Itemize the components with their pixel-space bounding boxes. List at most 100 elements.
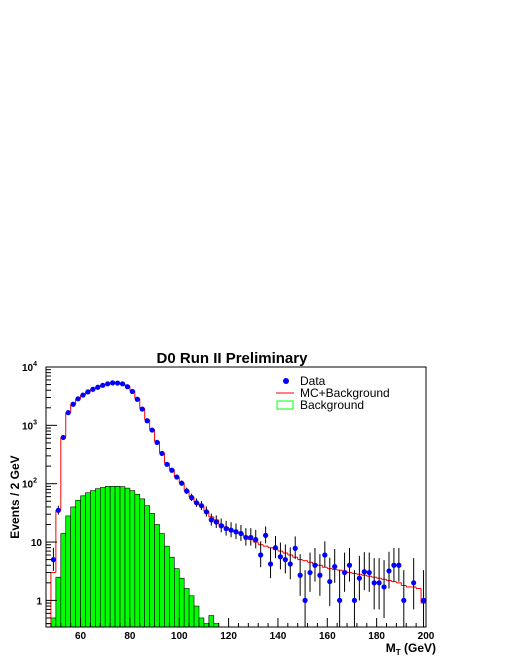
- data-point: [50, 557, 57, 563]
- data-point: [90, 386, 96, 392]
- data-point: [174, 474, 180, 480]
- background-bin: [149, 513, 155, 628]
- data-point: [282, 557, 288, 563]
- data-point: [277, 554, 284, 560]
- background-bin: [70, 506, 76, 628]
- data-point: [332, 563, 338, 570]
- background-bin: [144, 505, 150, 628]
- background-bin: [208, 615, 215, 628]
- data-point: [346, 562, 353, 568]
- data-point: [55, 507, 61, 513]
- x-tick-label: 160: [319, 631, 336, 642]
- data-point: [263, 532, 269, 538]
- background-bin: [119, 486, 126, 628]
- y-tick-exponent: 2: [33, 478, 37, 485]
- data-point: [317, 572, 323, 578]
- x-axis-label-unit: (GeV): [404, 641, 436, 655]
- data-point: [208, 517, 214, 523]
- data-point: [396, 562, 402, 568]
- data-point: [203, 509, 209, 515]
- x-axis-label-sub: T: [396, 648, 401, 657]
- background-bin: [65, 515, 71, 628]
- data-point: [267, 561, 274, 567]
- data-point: [287, 561, 293, 567]
- data-point: [184, 488, 190, 494]
- data-point: [322, 552, 328, 558]
- data-point: [233, 529, 239, 535]
- data-point: [312, 562, 318, 568]
- data-point: [213, 519, 219, 525]
- data-point: [129, 388, 135, 395]
- data-point: [391, 562, 397, 568]
- y-tick-label: 10: [31, 538, 43, 549]
- data-point: [258, 552, 264, 558]
- data-point: [351, 597, 358, 603]
- x-tick-label: 80: [124, 631, 136, 642]
- data-point: [149, 427, 155, 433]
- background-bin: [198, 617, 205, 628]
- background-bin: [129, 490, 136, 628]
- data-point: [361, 569, 367, 575]
- data-point: [420, 597, 427, 603]
- background-bin: [99, 487, 106, 628]
- data-point: [114, 380, 121, 386]
- background-bin: [169, 556, 175, 628]
- legend-data-marker: [283, 378, 289, 384]
- data-point: [80, 392, 86, 398]
- data-point: [139, 406, 145, 412]
- data-point: [85, 389, 91, 395]
- data-point: [193, 500, 200, 506]
- data-point: [198, 503, 205, 509]
- x-axis-label: MT (GeV): [386, 641, 436, 657]
- data-point: [356, 575, 362, 581]
- data-point: [169, 467, 175, 473]
- background-bin: [174, 568, 180, 628]
- background-bin: [124, 487, 131, 628]
- data-point: [327, 578, 333, 585]
- data-point: [144, 418, 150, 424]
- background-bin: [90, 490, 96, 628]
- data-points: [50, 380, 427, 627]
- y-axis-label: Events / 2 GeV: [8, 455, 22, 538]
- legend-label: MC+Background: [300, 386, 390, 400]
- data-point: [179, 480, 185, 486]
- data-point: [401, 597, 407, 603]
- background-bin: [178, 577, 185, 628]
- background-bin: [104, 486, 111, 628]
- background-bin: [55, 576, 62, 628]
- data-point: [307, 569, 313, 576]
- background-bin: [188, 595, 195, 628]
- background-bin: [109, 486, 116, 628]
- data-point: [60, 434, 66, 441]
- data-point: [159, 450, 165, 457]
- data-point: [371, 580, 377, 586]
- legend-background-swatch: [276, 400, 294, 410]
- data-point: [154, 439, 160, 446]
- data-point: [110, 380, 116, 386]
- x-tick-label: 180: [368, 631, 385, 642]
- background-bin: [213, 623, 220, 628]
- x-tick-label: 60: [75, 631, 87, 642]
- data-point: [75, 396, 81, 402]
- background-bin: [95, 488, 101, 628]
- background-bin: [85, 492, 91, 628]
- data-point: [248, 534, 254, 541]
- data-point: [223, 526, 229, 532]
- data-point: [100, 382, 106, 388]
- x-tick-label: 200: [418, 631, 435, 642]
- x-axis-label-main: M: [386, 641, 396, 655]
- background-bin: [164, 545, 170, 628]
- x-tick-label: 140: [270, 631, 287, 642]
- y-tick-label: 1: [36, 596, 42, 607]
- data-point: [243, 534, 249, 541]
- data-point: [70, 401, 76, 407]
- background-bin: [75, 499, 81, 628]
- data-point: [238, 530, 244, 537]
- data-point: [124, 384, 131, 390]
- data-point: [411, 580, 417, 586]
- data-point: [95, 384, 101, 390]
- x-tick-label: 100: [171, 631, 188, 642]
- background-bin: [139, 498, 146, 628]
- background-bin: [60, 533, 67, 628]
